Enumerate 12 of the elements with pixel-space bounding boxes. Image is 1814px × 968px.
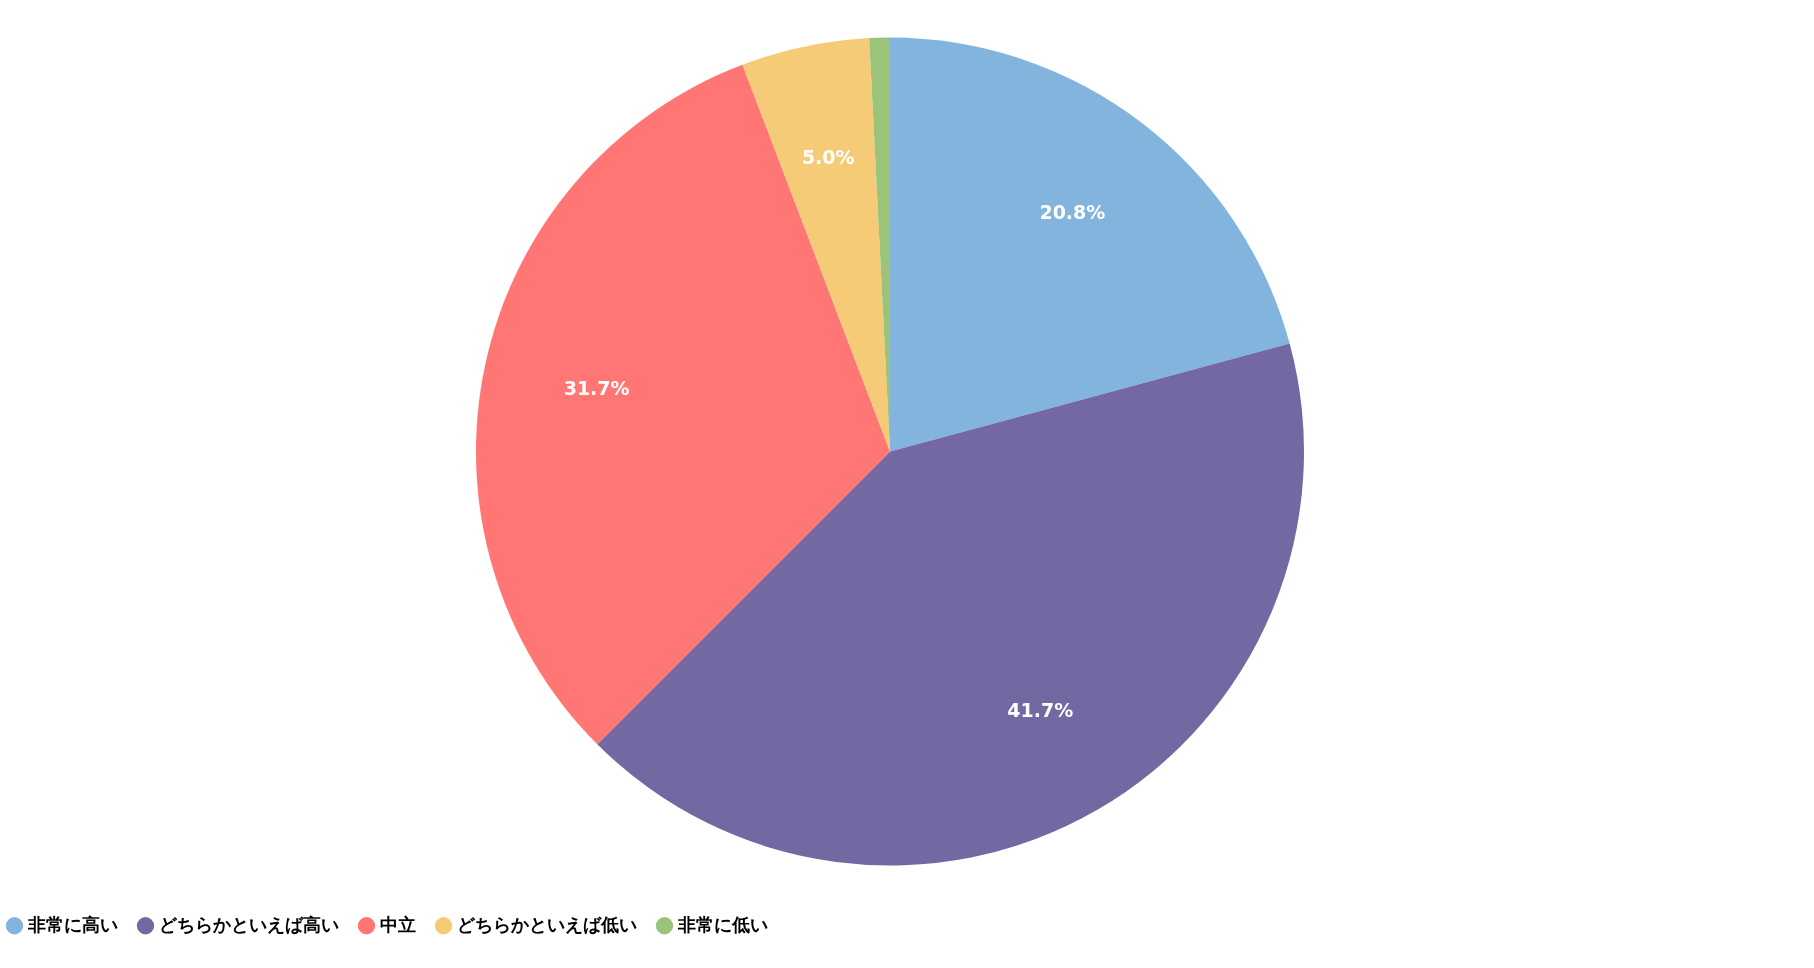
legend-label: どちらかといえば高い (159, 913, 339, 935)
data-label: 5.0% (801, 145, 855, 168)
pie-slice (890, 37, 1290, 452)
data-label: 41.7% (1007, 699, 1074, 722)
data-label: 20.8% (1039, 201, 1106, 224)
pie-slice (742, 38, 890, 452)
pie-slice (476, 64, 890, 745)
legend-label: 中立 (380, 913, 416, 935)
legend-label: 非常に低い (677, 913, 768, 935)
legend-label: 非常に高い (27, 913, 118, 935)
data-label: 31.7% (563, 376, 630, 399)
legend-label: どちらかといえば低い (457, 913, 637, 935)
